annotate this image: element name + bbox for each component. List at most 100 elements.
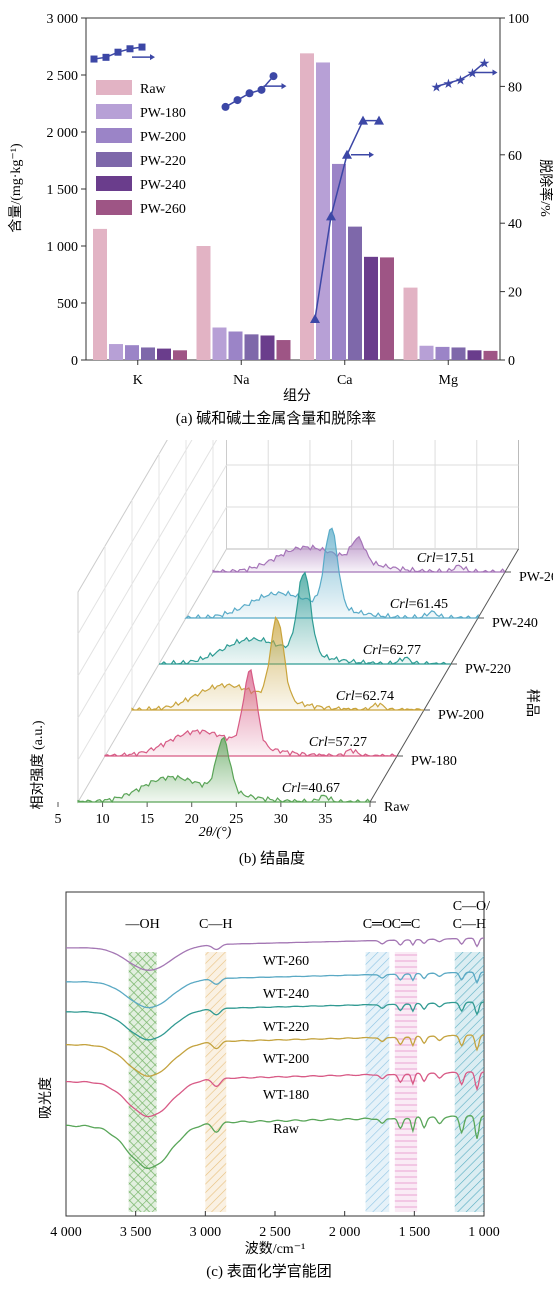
chart-a-x-tick-label: Na: [233, 373, 250, 388]
xrd-curve-pw-240: [184, 527, 479, 619]
chart-a-x-axis-label: 组分: [283, 388, 311, 404]
chart-c-x-tick-label: 3 500: [120, 1225, 152, 1240]
removal-axis-arrowhead: [281, 83, 287, 90]
bar-pw-200-ca: [332, 163, 346, 360]
chart-b-x-tick-label: 10: [96, 812, 110, 827]
legend-swatch-raw: [96, 80, 132, 95]
spectrum-label-wt-260: WT-260: [263, 954, 309, 969]
chart-a-y2-axis-label: 脱除率/%: [537, 159, 553, 217]
bar-pw-260-mg: [483, 350, 498, 360]
removal-marker-mg: ★: [479, 55, 491, 70]
crl-label-value: =40.67: [301, 781, 340, 796]
band-label2-4: C—H: [453, 917, 486, 932]
crl-label-value: =17.51: [436, 551, 475, 566]
band-1: [205, 952, 227, 1212]
bar-pw-260-k: [173, 350, 187, 360]
chart-a-y-tick-label: 0: [71, 354, 78, 369]
chart-c-y-axis-label: 吸光度: [38, 1077, 54, 1119]
chart-a-y2-tick-label: 80: [508, 80, 522, 95]
chart-a-y2-tick-label: 60: [508, 149, 522, 164]
sample-label-pw-200: PW-200: [438, 708, 484, 723]
chart-c-caption: (c) 表面化学官能团: [206, 1263, 331, 1280]
bar-raw-k: [93, 228, 107, 360]
crl-label-pw-200: Crl=62.74: [336, 689, 394, 704]
crl-label-pw-180: Crl=57.27: [309, 735, 367, 750]
legend-swatch-pw-180: [96, 104, 132, 119]
bar-pw-240-ca: [364, 256, 378, 360]
chart-c-x-tick-label: 1 500: [399, 1225, 431, 1240]
chart-a-plot-area: 0 500 1 000 1 500 2 000 2 500 3 000 0 20 40 60 80 10…: [47, 12, 530, 388]
bar-pw-260-na: [276, 340, 291, 360]
crl-label-symbol: Crl: [336, 689, 355, 704]
chart-b-left-gridline: [77, 440, 218, 677]
legend-swatch-pw-220: [96, 152, 132, 167]
chart-a-y2-tick-label: 40: [508, 217, 522, 232]
spectrum-wt-200: [66, 1034, 485, 1077]
crl-label-pw-220: Crl=62.77: [363, 643, 421, 658]
chart-b-x-tick-label: 20: [185, 812, 199, 827]
chart-b-caption: (b) 结晶度: [239, 850, 305, 867]
chart-a-x-tick-label: K: [133, 373, 143, 388]
spectrum-label-wt-220: WT-220: [263, 1020, 309, 1035]
crl-label-pw-260: Crl=17.51: [417, 551, 475, 566]
legend-label-pw-240: PW-240: [140, 178, 186, 193]
removal-marker-k: [126, 45, 134, 53]
removal-marker-k: [138, 43, 146, 51]
removal-marker-k: [90, 55, 98, 63]
band-label-1: C—H: [199, 917, 232, 932]
band-label-0: —OH: [125, 917, 160, 932]
xrd-curve-pw-260: [212, 535, 507, 573]
chart-b-x-tick-label: 25: [229, 812, 243, 827]
xrd-curve-raw: [77, 736, 372, 804]
spectrum-wt-180: [66, 1071, 485, 1118]
legend-label-pw-260: PW-260: [140, 202, 186, 217]
chart-b-x-tick-label: 40: [363, 812, 377, 827]
xrd-curve-pw-180: [104, 668, 398, 758]
chart-b-x-tick-label: 5: [55, 812, 62, 827]
sample-label-pw-240: PW-240: [492, 616, 538, 631]
chart-c-x-tick-label: 2 500: [259, 1225, 291, 1240]
removal-marker-na: [221, 102, 230, 111]
spectrum-wt-260: [65, 937, 485, 971]
chart-a-y-tick-label: 2 500: [47, 69, 79, 84]
removal-marker-ca: [342, 149, 352, 159]
removal-axis-arrowhead: [150, 54, 155, 61]
chart-a-y2-tick-label: 20: [508, 286, 522, 301]
legend-label-pw-180: PW-180: [140, 106, 186, 121]
chart-a-x-tick-label: Mg: [439, 373, 458, 388]
bar-pw-240-k: [157, 348, 171, 360]
removal-marker-na: [257, 85, 266, 94]
chart-a: 0 500 1 000 1 500 2 000 2 500 3 000 0 20 40 60 80 10…: [8, 12, 553, 427]
removal-marker-k: [102, 53, 110, 61]
spectrum-wt-220: [66, 1001, 485, 1041]
bar-pw-260-ca: [380, 257, 394, 360]
crl-label-symbol: Crl: [309, 735, 328, 750]
removal-marker-mg: ★: [455, 73, 467, 88]
bar-pw-200-mg: [435, 346, 450, 360]
xrd-curve-pw-200: [131, 615, 424, 711]
removal-marker-mg: ★: [443, 76, 455, 91]
removal-marker-ca: [358, 115, 368, 125]
xrd-curve-pw-220: [159, 571, 451, 665]
chart-a-y-tick-label: 1 500: [47, 183, 79, 198]
chart-b-3d-frame: 5 10 15 20 25 30 35 40: [55, 440, 519, 827]
removal-line-mg: [436, 61, 485, 88]
legend-label-raw: Raw: [140, 82, 167, 97]
band-4: [454, 952, 484, 1212]
removal-marker-na: [233, 96, 242, 105]
sample-label-pw-220: PW-220: [465, 662, 511, 677]
sample-label-raw: Raw: [384, 800, 411, 815]
spectrum-wt-240: [65, 971, 485, 1009]
chart-a-y-tick-label: 2 000: [47, 126, 79, 141]
spectrum-label-wt-180: WT-180: [263, 1088, 309, 1103]
band-3: [394, 952, 418, 1212]
chart-b-back-wall: [226, 440, 519, 550]
band-0: [128, 952, 157, 1212]
crl-label-pw-240: Crl=61.45: [390, 597, 448, 612]
chart-c: —OH C—H C═O C═C C—O/C—H WT-260 WT-240 WT-220 WT-…: [38, 891, 500, 1280]
chart-b-left-gridline: [77, 506, 227, 761]
removal-marker-mg: ★: [431, 79, 443, 94]
crl-label-value: =62.77: [382, 643, 421, 658]
band-label-3: C═C: [392, 917, 421, 932]
